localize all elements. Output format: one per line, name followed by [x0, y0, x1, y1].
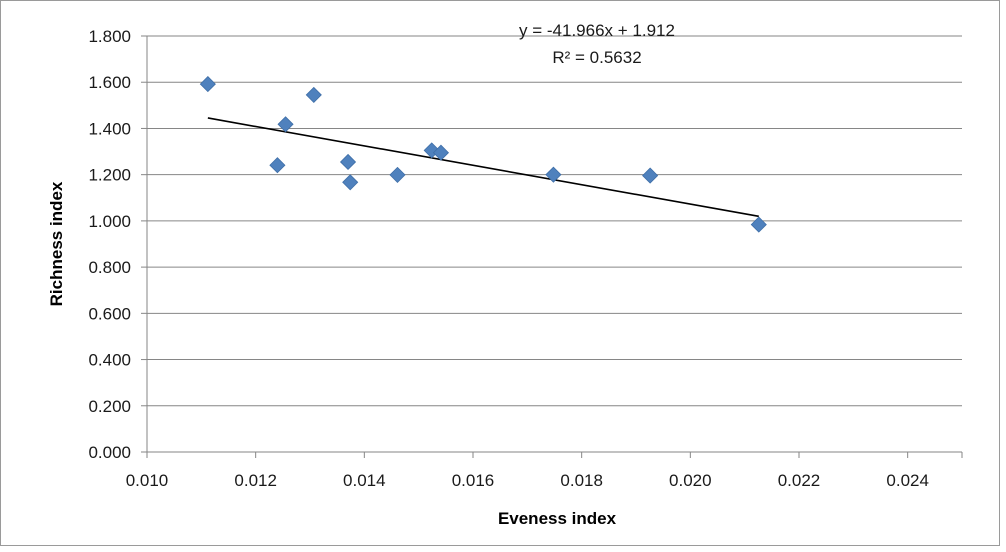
- data-point: [269, 157, 286, 174]
- x-axis-ticks: 0.010 0.012 0.014 0.016 0.018 0.020 0.022 0.024: [126, 452, 963, 490]
- y-tick-label: 0.200: [88, 397, 131, 416]
- trendline: [207, 117, 759, 218]
- data-point: [389, 166, 406, 183]
- y-tick-label: 1.600: [88, 73, 131, 92]
- data-point: [339, 153, 357, 171]
- y-tick-label: 0.800: [88, 258, 131, 277]
- x-axis-title: Eveness index: [498, 509, 617, 528]
- data-point: [342, 174, 359, 191]
- y-tick-label: 1.200: [88, 166, 131, 185]
- data-point: [750, 216, 767, 233]
- y-tick-label: 1.000: [88, 212, 131, 231]
- r-squared-label: R² = 0.5632: [552, 48, 641, 67]
- y-tick-label: 0.600: [88, 304, 131, 323]
- data-point: [642, 167, 659, 184]
- x-tick-label: 0.018: [560, 471, 603, 490]
- data-point: [199, 76, 216, 93]
- y-tick-label: 0.000: [88, 443, 131, 462]
- data-point: [432, 144, 450, 161]
- data-point: [545, 166, 562, 183]
- data-point: [305, 86, 322, 103]
- data-point: [277, 116, 294, 133]
- gridlines: [147, 35, 962, 407]
- y-axis-title: Richness index: [47, 181, 66, 306]
- trendline-equation: y = -41.966x + 1.912: [519, 21, 675, 40]
- x-tick-label: 0.010: [126, 471, 169, 490]
- x-tick-label: 0.012: [234, 471, 277, 490]
- x-tick-label: 0.014: [343, 471, 386, 490]
- y-tick-label: 1.400: [88, 119, 131, 138]
- x-tick-label: 0.024: [886, 471, 929, 490]
- y-axis-ticks: 0.000 0.200 0.400 0.600 0.800 1.000 1.200 1.400…: [88, 27, 147, 462]
- y-tick-label: 0.400: [88, 351, 131, 370]
- y-tick-label: 1.800: [88, 27, 131, 46]
- x-tick-label: 0.016: [452, 471, 495, 490]
- x-tick-label: 0.020: [669, 471, 712, 490]
- x-tick-label: 0.022: [778, 471, 821, 490]
- data-points: [199, 76, 767, 233]
